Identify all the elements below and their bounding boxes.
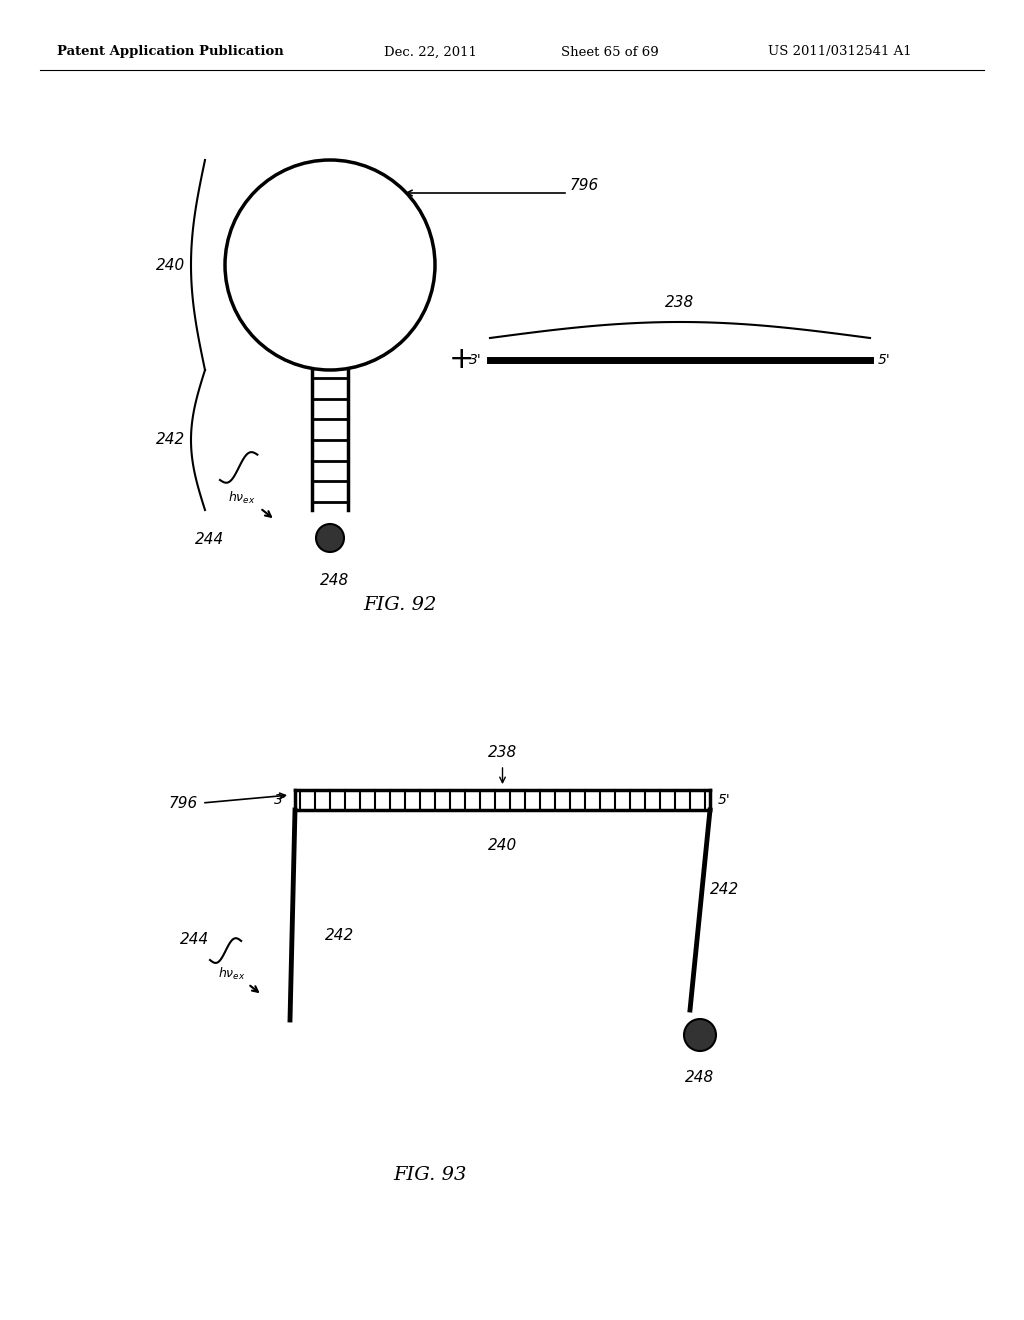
Text: 796: 796 (169, 796, 198, 810)
Text: 248: 248 (321, 573, 349, 587)
Text: 244: 244 (196, 532, 224, 548)
Text: 242: 242 (710, 883, 739, 898)
Text: Patent Application Publication: Patent Application Publication (56, 45, 284, 58)
Text: +: + (450, 346, 475, 375)
Text: US 2011/0312541 A1: US 2011/0312541 A1 (768, 45, 911, 58)
Text: 248: 248 (685, 1071, 715, 1085)
Text: 5': 5' (878, 352, 891, 367)
Text: 3': 3' (469, 352, 482, 367)
Text: 240: 240 (156, 257, 185, 272)
Text: FIG. 92: FIG. 92 (364, 597, 436, 614)
Text: 242: 242 (156, 433, 185, 447)
Text: $h\nu_{ex}$: $h\nu_{ex}$ (228, 490, 256, 506)
Text: 5': 5' (718, 793, 731, 807)
Text: 238: 238 (666, 294, 694, 310)
Text: 242: 242 (325, 928, 354, 942)
Circle shape (316, 524, 344, 552)
Text: FIG. 93: FIG. 93 (393, 1166, 467, 1184)
Text: 244: 244 (180, 932, 210, 948)
Text: 240: 240 (487, 838, 517, 853)
Text: 238: 238 (487, 744, 517, 760)
Circle shape (684, 1019, 716, 1051)
Text: Sheet 65 of 69: Sheet 65 of 69 (561, 45, 658, 58)
Text: 3': 3' (274, 793, 287, 807)
Text: $h\nu_{ex}$: $h\nu_{ex}$ (218, 966, 246, 982)
Text: Dec. 22, 2011: Dec. 22, 2011 (384, 45, 476, 58)
Text: 796: 796 (570, 177, 599, 193)
Bar (295, 789, 710, 810)
